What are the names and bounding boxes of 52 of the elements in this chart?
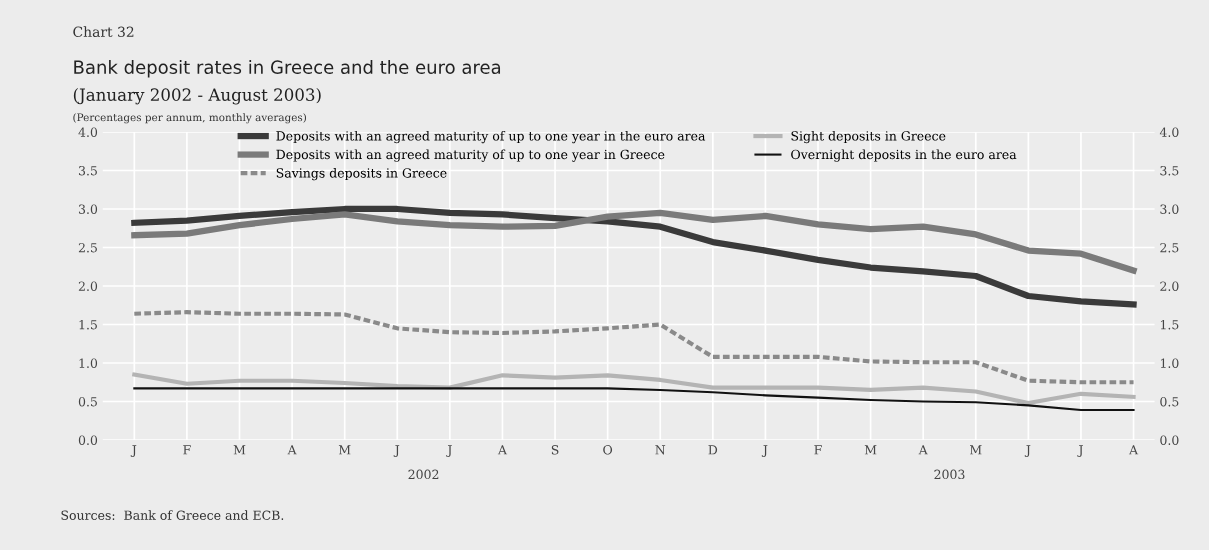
x-tick-label: J <box>446 445 452 457</box>
x-tick-label: M <box>864 445 877 455</box>
legend-label: Deposits with an agreed maturity of up to one year in the euro area <box>276 130 706 144</box>
x-tick-label: M <box>970 445 982 455</box>
x-tick-label: A <box>497 445 508 455</box>
x-tick-label: O <box>603 445 613 455</box>
legend-label: Savings deposits in Greece <box>276 167 447 181</box>
y2-tick-label: 3.0 <box>1160 204 1179 214</box>
line-series <box>132 372 1136 406</box>
x-tick-label: J <box>1077 445 1083 457</box>
y2-tick-label: 0.0 <box>1160 435 1179 445</box>
x-tick-label: A <box>1128 445 1139 455</box>
y2-tick-label: 4.0 <box>1159 127 1179 137</box>
legend-label: Deposits with an agreed maturity of up to one year in Greece <box>276 149 665 162</box>
x-tick-label: F <box>183 445 191 455</box>
y2-tick-label: 1.0 <box>1160 358 1179 368</box>
x-tick-label: J <box>1024 445 1031 457</box>
x-tick-label: S <box>551 445 559 455</box>
y-tick-label: 0.0 <box>78 435 98 445</box>
x-tick-label: D <box>708 445 718 455</box>
x-tick-label: J <box>130 445 137 457</box>
y2-tick-label: 3.5 <box>1160 165 1179 176</box>
y-tick-label: 3.5 <box>78 165 97 176</box>
source-note: Sources: Bank of Greece and ECB. <box>61 510 284 520</box>
caption: Chart 32 <box>73 26 134 38</box>
legend-label: Overnight deposits in the euro area <box>791 149 1017 162</box>
legend-label: Sight deposits in Greece <box>791 130 946 144</box>
y2-tick-label: 2.5 <box>1160 242 1179 253</box>
x-tick-label: A <box>918 445 928 455</box>
chart-subtitle: (January 2002 - August 2003) (Percentages per annum, monthly averages) <box>73 88 321 124</box>
y-tick-label: 3.0 <box>78 204 98 214</box>
text: 2002 <box>408 469 439 480</box>
line-series <box>133 387 1135 412</box>
y-tick-label: 1.0 <box>79 358 98 368</box>
y2-tick-label: 0.5 <box>1160 396 1179 407</box>
y-tick-label: 1.5 <box>79 319 97 330</box>
y-tick-label: 2.5 <box>78 242 97 253</box>
line-series <box>132 310 1136 385</box>
y2-tick-label: 1.5 <box>1160 319 1179 330</box>
y-tick-label: 0.5 <box>78 396 97 407</box>
chart-title: Bank deposit rates in Greece and the euro area <box>74 60 501 78</box>
x-tick-label: F <box>814 445 822 455</box>
y2-tick-label: 2.0 <box>1160 281 1179 291</box>
x-tick-label: M <box>233 445 246 455</box>
x-tick-label: A <box>287 445 297 455</box>
text: 2003 <box>934 469 965 480</box>
x-tick-label: J <box>393 445 400 457</box>
y-tick-label: 4.0 <box>78 127 98 137</box>
x-tick-label: M <box>338 445 351 455</box>
x-tick-label: J <box>761 445 768 457</box>
y-tick-label: 2.0 <box>78 281 98 291</box>
x-tick-label: N <box>655 445 666 455</box>
